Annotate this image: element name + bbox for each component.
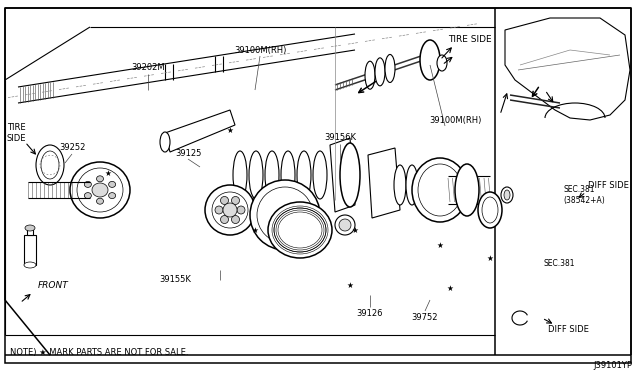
Text: ★: ★ [351, 225, 358, 234]
Text: 39126: 39126 [356, 308, 383, 317]
Ellipse shape [340, 143, 360, 207]
Ellipse shape [232, 215, 239, 224]
Ellipse shape [36, 145, 64, 185]
Text: SEC.381
(38542+A): SEC.381 (38542+A) [563, 185, 605, 205]
Ellipse shape [418, 164, 462, 216]
Ellipse shape [257, 187, 313, 243]
Ellipse shape [504, 190, 510, 200]
Ellipse shape [455, 164, 479, 216]
Ellipse shape [297, 151, 311, 199]
Ellipse shape [478, 192, 502, 228]
Ellipse shape [233, 151, 247, 199]
Ellipse shape [335, 215, 355, 235]
Polygon shape [27, 228, 33, 235]
Ellipse shape [97, 176, 104, 182]
Ellipse shape [232, 196, 239, 205]
Ellipse shape [482, 197, 498, 223]
Ellipse shape [92, 183, 108, 197]
Ellipse shape [109, 193, 116, 199]
Text: 39156K: 39156K [324, 134, 356, 142]
Ellipse shape [97, 198, 104, 204]
Text: 39752: 39752 [412, 312, 438, 321]
Ellipse shape [394, 165, 406, 205]
Polygon shape [24, 235, 36, 265]
Ellipse shape [160, 132, 170, 152]
Ellipse shape [221, 196, 228, 205]
Text: 39125: 39125 [175, 148, 201, 157]
Ellipse shape [365, 61, 375, 89]
Ellipse shape [221, 215, 228, 224]
Text: J39101YP: J39101YP [593, 360, 632, 369]
Ellipse shape [412, 158, 468, 222]
Ellipse shape [212, 192, 248, 228]
Ellipse shape [313, 151, 327, 199]
Ellipse shape [375, 58, 385, 86]
Ellipse shape [249, 151, 263, 199]
Ellipse shape [84, 182, 92, 187]
Text: ★: ★ [227, 125, 234, 135]
Ellipse shape [215, 206, 223, 214]
Ellipse shape [70, 162, 130, 218]
Ellipse shape [385, 54, 395, 83]
Ellipse shape [268, 202, 332, 258]
Ellipse shape [420, 40, 440, 80]
Text: DIFF SIDE: DIFF SIDE [588, 180, 629, 189]
Polygon shape [165, 110, 235, 152]
Text: 39252: 39252 [59, 144, 85, 153]
Text: ★: ★ [104, 169, 111, 177]
Ellipse shape [237, 206, 245, 214]
Ellipse shape [274, 208, 326, 252]
Text: NOTE) ★ MARK PARTS ARE NOT FOR SALE.: NOTE) ★ MARK PARTS ARE NOT FOR SALE. [10, 347, 189, 356]
Ellipse shape [406, 165, 418, 205]
Text: ★: ★ [252, 225, 259, 234]
Text: 39155K: 39155K [159, 276, 191, 285]
Ellipse shape [430, 165, 442, 205]
Ellipse shape [25, 225, 35, 231]
Ellipse shape [109, 182, 116, 187]
Ellipse shape [84, 193, 92, 199]
Ellipse shape [437, 55, 447, 71]
Polygon shape [505, 18, 630, 120]
Ellipse shape [24, 262, 36, 268]
Text: 39202M: 39202M [131, 64, 165, 73]
Ellipse shape [77, 168, 123, 212]
Text: DIFF SIDE: DIFF SIDE [548, 326, 588, 334]
Text: 39100M(RH): 39100M(RH) [234, 45, 286, 55]
Ellipse shape [418, 165, 430, 205]
Ellipse shape [250, 180, 320, 250]
Ellipse shape [223, 203, 237, 217]
Ellipse shape [41, 151, 59, 179]
Text: TIRE
SIDE: TIRE SIDE [6, 123, 26, 143]
Text: TIRE SIDE: TIRE SIDE [448, 35, 492, 45]
Text: ★: ★ [486, 253, 493, 263]
Text: FRONT: FRONT [38, 282, 68, 291]
Ellipse shape [339, 219, 351, 231]
Text: ★: ★ [447, 283, 453, 292]
Text: 39100M(RH): 39100M(RH) [429, 115, 481, 125]
Ellipse shape [205, 185, 255, 235]
Polygon shape [368, 148, 400, 218]
Polygon shape [330, 138, 355, 212]
Text: SEC.381: SEC.381 [543, 259, 575, 267]
Text: ★: ★ [436, 241, 444, 250]
Ellipse shape [265, 151, 279, 199]
Ellipse shape [501, 187, 513, 203]
Text: ★: ★ [347, 280, 353, 289]
Ellipse shape [281, 151, 295, 199]
